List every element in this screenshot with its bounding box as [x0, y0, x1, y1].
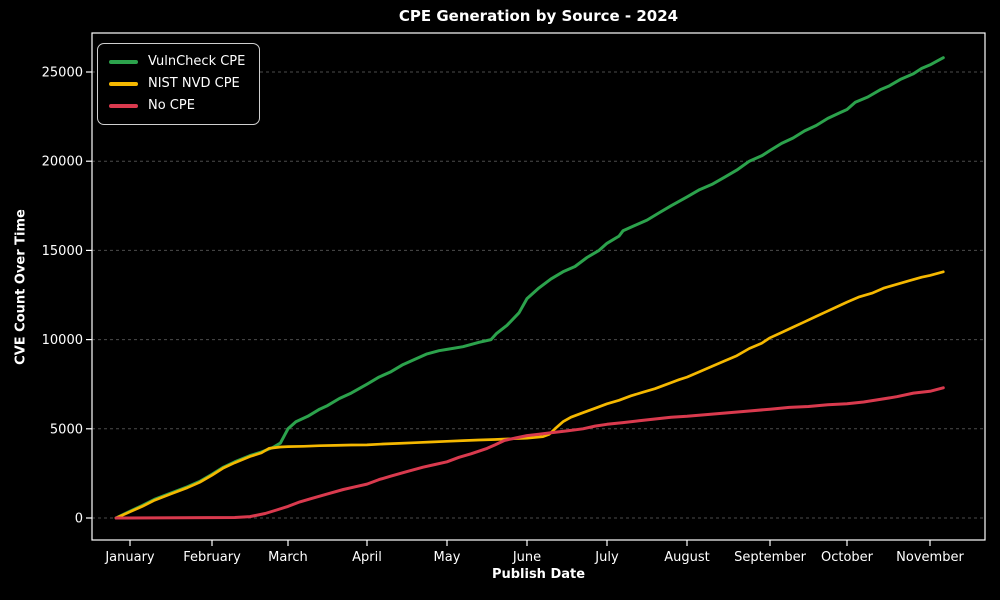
x-tick-label: June [512, 550, 541, 565]
legend-label-nist-nvd-cpe: NIST NVD CPE [148, 76, 240, 91]
legend-item-nist-nvd-cpe: NIST NVD CPE [109, 74, 245, 93]
y-axis-label: CVE Count Over Time [13, 209, 29, 365]
legend-label-vulncheck-cpe: VulnCheck CPE [148, 54, 246, 69]
legend-label-no-cpe: No CPE [148, 98, 195, 113]
x-tick-label: May [434, 550, 461, 565]
plot-border [91, 32, 986, 541]
legend-item-no-cpe: No CPE [109, 96, 245, 115]
series-line-nist-nvd-cpe [114, 270, 945, 520]
legend-swatch-no-cpe-icon [109, 103, 138, 108]
y-tick-label: 0 [75, 512, 83, 527]
x-tick-label: March [268, 550, 308, 565]
legend-swatch-vulncheck-cpe-icon [109, 59, 138, 64]
x-tick-label: November [896, 550, 964, 565]
legend-swatch-nist-nvd-cpe-icon [109, 81, 138, 86]
x-tick-label: September [734, 550, 807, 565]
x-tick-label: April [352, 550, 382, 565]
x-tick-label: August [664, 550, 710, 565]
legend: VulnCheck CPE NIST NVD CPE No CPE [97, 43, 261, 125]
legend-item-vulncheck-cpe: VulnCheck CPE [109, 52, 245, 71]
y-tick-label: 10000 [42, 333, 83, 348]
x-axis-label: Publish Date [491, 567, 586, 582]
series-line-vulncheck-cpe [114, 56, 945, 520]
x-tick-label: February [183, 550, 241, 565]
y-tick-label: 20000 [42, 155, 83, 170]
x-tick-label: October [821, 550, 874, 565]
series-line-no-cpe [114, 386, 945, 520]
y-tick-label: 25000 [42, 66, 83, 81]
chart-title: CPE Generation by Source - 2024 [398, 7, 679, 25]
x-tick-label: July [594, 550, 619, 565]
y-tick-label: 15000 [42, 244, 83, 259]
x-tick-label: January [104, 550, 155, 565]
y-tick-label: 5000 [50, 422, 83, 437]
